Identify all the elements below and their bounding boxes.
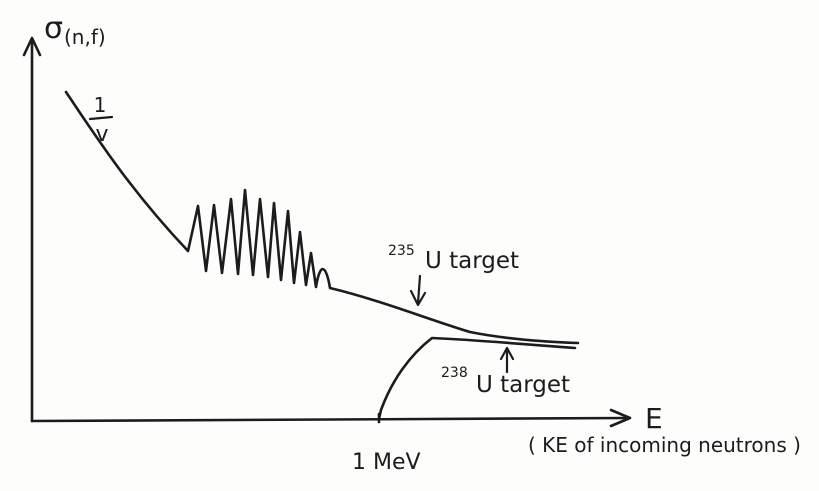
- one-over-v-fraction-bar: [88, 115, 114, 121]
- one-over-v-label: 1 v: [88, 93, 114, 147]
- u238-cross-section-curve: [377, 336, 577, 421]
- u235-pointer-arrowhead: [409, 289, 427, 307]
- u235-cross-section-curve: [64, 90, 580, 345]
- x-axis-label: E: [645, 402, 663, 435]
- u238-annotation: 238 U target: [441, 346, 570, 398]
- u235-pointer-arrow: [416, 274, 422, 305]
- u238-pointer-arrowhead: [499, 346, 515, 361]
- u235-annotation: 235 U target: [388, 243, 519, 307]
- u235-label: U target: [425, 248, 519, 274]
- x-axis-arrowhead: [609, 408, 632, 428]
- axes: [22, 36, 632, 428]
- one-over-v-numerator: 1: [94, 93, 107, 117]
- u235-mass-number: 235: [388, 243, 415, 259]
- y-axis-symbol: σ: [44, 11, 63, 46]
- x-axis-note: ( KE of incoming neutrons ): [528, 433, 801, 457]
- y-axis-subscript: (n,f): [64, 25, 106, 49]
- x-axis: [30, 416, 630, 423]
- x-axis-tick-label-1mev: 1 MeV: [352, 450, 421, 475]
- y-axis-label: σ (n,f): [44, 11, 106, 49]
- u238-mass-number: 238: [441, 365, 468, 381]
- u238-label: U target: [476, 372, 570, 398]
- y-axis-arrowhead: [22, 36, 42, 57]
